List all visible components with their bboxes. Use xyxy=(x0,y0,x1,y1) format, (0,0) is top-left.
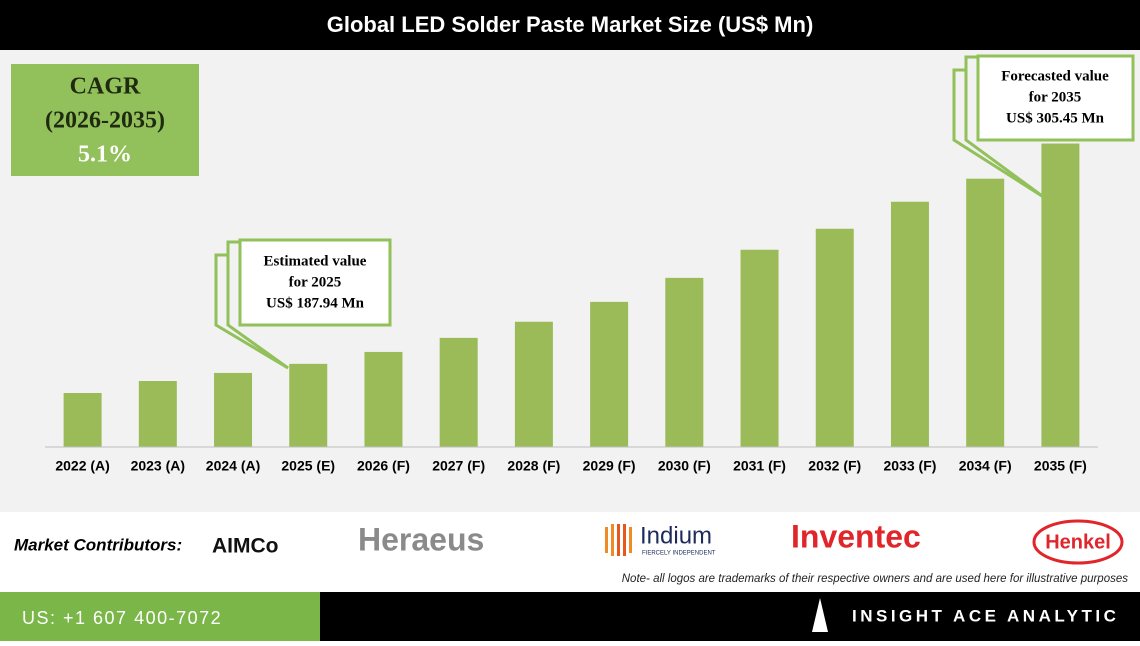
callout-connector xyxy=(226,240,289,370)
callout-connector xyxy=(964,55,1046,200)
logo-mark xyxy=(605,524,632,556)
logo: Heraeus xyxy=(358,521,484,557)
x-tick-label: 2033 (F) xyxy=(884,458,937,474)
footer-left xyxy=(0,592,320,641)
logo-tagline: FIERCELY INDEPENDENT xyxy=(642,551,716,557)
x-tick-label: 2026 (F) xyxy=(357,458,410,474)
x-tick-label: 2028 (F) xyxy=(507,458,560,474)
callout-text: for 2025 xyxy=(289,274,342,290)
callout-text: US$ 305.45 Mn xyxy=(1006,110,1105,126)
bar xyxy=(740,249,779,447)
bar xyxy=(890,201,929,447)
callout-connector xyxy=(952,68,1046,200)
x-tick-label: 2025 (E) xyxy=(281,458,335,474)
footer-right xyxy=(320,592,1140,641)
cagr-label: CAGR xyxy=(70,74,141,100)
callout-text: for 2035 xyxy=(1029,89,1082,105)
x-tick-label: 2035 (F) xyxy=(1034,458,1087,474)
footer-brand: INSIGHT ACE ANALYTIC xyxy=(852,606,1119,625)
bar xyxy=(289,363,328,447)
chart-title: Global LED Solder Paste Market Size (US$… xyxy=(327,12,814,37)
logo: Inventec xyxy=(791,518,921,554)
x-tick-label: 2032 (F) xyxy=(808,458,861,474)
bar xyxy=(439,337,478,447)
x-tick-label: 2024 (A) xyxy=(206,458,260,474)
bar xyxy=(1041,143,1080,447)
bar xyxy=(364,351,403,447)
x-tick-label: 2027 (F) xyxy=(432,458,485,474)
logo: Indium xyxy=(640,522,712,549)
contributors-band xyxy=(0,512,1140,592)
callout-text: US$ 187.94 Mn xyxy=(266,295,365,311)
header-bar xyxy=(0,0,1140,50)
x-tick-label: 2029 (F) xyxy=(583,458,636,474)
x-tick-label: 2031 (F) xyxy=(733,458,786,474)
bar xyxy=(63,393,102,447)
brand-icon xyxy=(812,598,828,632)
callout-box xyxy=(976,54,1135,142)
bar xyxy=(214,372,253,447)
note: Note- all logos are trademarks of their … xyxy=(622,573,1128,585)
bar xyxy=(138,381,177,447)
bar xyxy=(665,277,704,447)
callout-connector xyxy=(214,253,289,370)
bar xyxy=(815,228,854,447)
plot: 2022 (A) 2023 (A) 2024 (A) 2025 (E) 2026 (F)… xyxy=(45,143,1098,474)
cagr-box xyxy=(11,64,199,176)
logo-oval xyxy=(1032,519,1124,565)
x-tick-label: 2034 (F) xyxy=(959,458,1012,474)
logo: Henkel xyxy=(1045,531,1111,553)
callout-text: Forecasted value xyxy=(1001,68,1109,84)
callout-text: Estimated value xyxy=(264,253,367,269)
bar xyxy=(590,301,629,447)
bar xyxy=(514,321,553,447)
cagr-period: (2026-2035) xyxy=(45,108,165,134)
x-tick-label: 2022 (A) xyxy=(55,458,109,474)
x-tick-label: 2030 (F) xyxy=(658,458,711,474)
logo: AIMCo xyxy=(212,535,279,558)
footer-phone: US: +1 607 400-7072 xyxy=(22,608,222,628)
x-tick-label: 2023 (A) xyxy=(131,458,185,474)
bar xyxy=(966,178,1005,447)
cagr-value: 5.1% xyxy=(78,142,132,168)
callout-box xyxy=(238,238,392,327)
contributors-label: Market Contributors: xyxy=(14,535,182,554)
